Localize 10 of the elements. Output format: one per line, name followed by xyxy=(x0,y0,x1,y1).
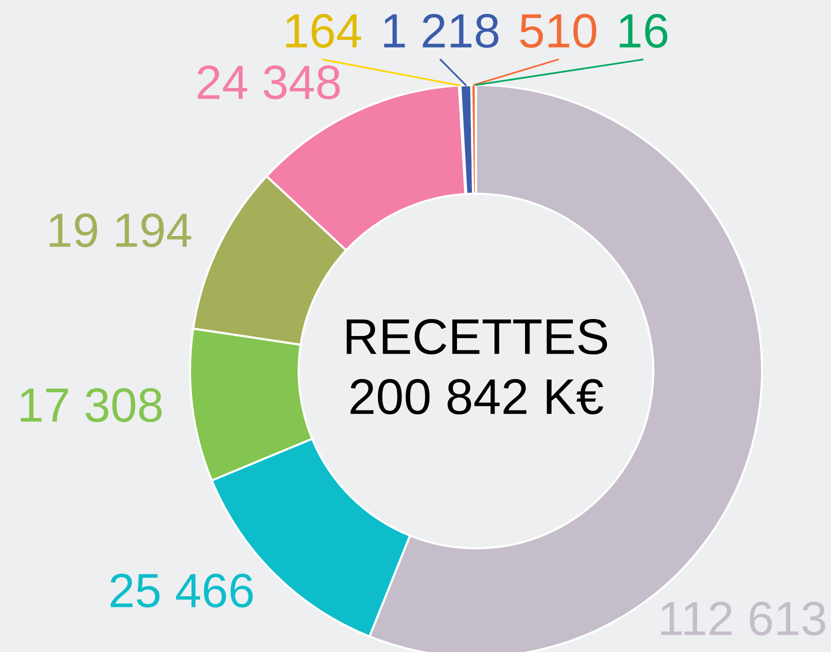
data-label: 19 194 xyxy=(50,213,192,248)
data-label: 24 348 xyxy=(198,65,340,100)
data-label: 25 466 xyxy=(110,574,253,608)
data-label: 16 xyxy=(620,14,668,48)
text: RECETTES xyxy=(346,319,608,354)
data-label: 1 218 xyxy=(384,14,498,48)
data-label: 510 xyxy=(520,14,596,48)
data-label: 17 308 xyxy=(20,388,162,422)
data-label: 164 xyxy=(286,14,362,48)
text: 200 842 K€ xyxy=(350,379,604,414)
